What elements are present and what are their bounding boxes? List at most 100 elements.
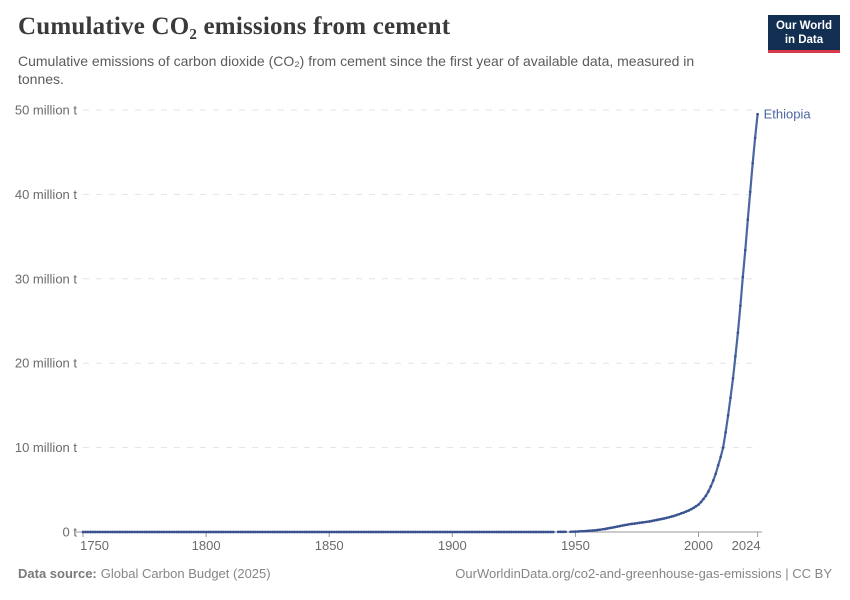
data-point-marker — [588, 529, 592, 533]
data-point-marker — [645, 520, 649, 524]
data-point-marker — [692, 506, 695, 510]
data-point-marker — [273, 530, 277, 534]
y-gridlines — [83, 109, 760, 449]
data-point-marker — [633, 522, 636, 525]
data-point-marker — [475, 530, 479, 534]
data-point-marker — [736, 331, 740, 335]
data-point-marker — [739, 304, 742, 308]
data-point-marker — [367, 530, 370, 534]
data-point-marker — [391, 530, 395, 534]
data-point-marker — [251, 530, 255, 534]
data-point-marker — [522, 530, 526, 534]
data-point-marker — [613, 525, 617, 529]
data-point-marker — [490, 530, 494, 534]
data-point-marker — [751, 161, 755, 165]
data-point-marker — [172, 530, 176, 534]
data-point-marker — [578, 529, 582, 533]
data-point-marker — [463, 530, 466, 534]
data-point-marker — [468, 530, 471, 534]
data-point-marker — [551, 530, 555, 534]
data-point-marker — [542, 530, 545, 534]
data-point-marker — [650, 519, 654, 523]
credit-link[interactable]: OurWorldinData.org/co2-and-greenhouse-ga… — [455, 566, 832, 581]
data-point-marker — [153, 530, 156, 534]
data-point-marker — [170, 530, 173, 534]
data-point-marker — [707, 490, 710, 493]
data-source: Data source: Global Carbon Budget (2025) — [18, 566, 271, 581]
data-point-marker — [455, 530, 459, 534]
data-point-marker — [603, 527, 607, 531]
data-point-marker — [487, 530, 491, 534]
data-point-marker — [335, 530, 338, 534]
data-point-marker — [423, 530, 427, 534]
data-point-marker — [655, 518, 659, 522]
data-point-marker — [485, 530, 489, 534]
data-point-marker — [591, 529, 594, 532]
data-point-marker — [241, 530, 245, 534]
data-point-marker — [480, 530, 484, 534]
data-point-marker — [219, 530, 223, 534]
data-point-marker — [197, 530, 201, 534]
data-point-marker — [288, 530, 292, 534]
data-point-marker — [135, 530, 139, 534]
data-point-marker — [332, 530, 336, 534]
data-point-marker — [118, 530, 122, 534]
data-point-marker — [313, 530, 316, 534]
data-point-marker — [315, 530, 319, 534]
data-point-marker — [418, 530, 422, 534]
data-point-marker — [667, 515, 671, 519]
data-point-marker — [574, 530, 577, 533]
data-point-marker — [350, 530, 353, 534]
data-point-marker — [709, 485, 713, 488]
x-tick-label: 1850 — [315, 538, 344, 553]
data-point-marker — [121, 530, 124, 534]
chart-subtitle: Cumulative emissions of carbon dioxide (… — [18, 53, 695, 87]
data-point-marker — [369, 530, 373, 534]
data-point-marker — [303, 530, 306, 534]
data-point-marker — [702, 497, 705, 501]
data-point-marker — [672, 514, 676, 518]
data-point-marker — [448, 530, 452, 534]
data-point-marker — [377, 530, 380, 534]
data-point-marker — [293, 530, 297, 534]
owid-logo[interactable]: Our World in Data — [767, 15, 840, 53]
data-point-marker — [98, 530, 102, 534]
data-point-marker — [155, 530, 159, 534]
data-point-marker — [229, 530, 233, 534]
data-point-marker — [113, 530, 117, 534]
data-point-marker — [416, 530, 420, 534]
data-point-marker — [505, 530, 508, 534]
data-point-marker — [478, 530, 481, 534]
data-point-marker — [746, 218, 750, 222]
data-point-marker — [438, 530, 442, 534]
data-point-marker — [384, 530, 388, 534]
entity-label-ethiopia[interactable]: Ethiopia — [764, 107, 812, 122]
data-point-marker — [642, 520, 646, 524]
data-point-marker — [401, 530, 405, 534]
data-point-marker — [214, 530, 218, 534]
data-point-marker — [714, 472, 718, 476]
data-point-marker — [458, 530, 462, 534]
data-point-marker — [226, 530, 230, 534]
data-point-marker — [630, 522, 634, 526]
data-point-marker — [581, 529, 585, 533]
data-point-marker — [734, 355, 737, 358]
data-point-marker — [470, 530, 474, 534]
data-point-marker — [431, 530, 434, 534]
x-tick-label: 2024 — [732, 538, 761, 553]
data-point-marker — [204, 530, 208, 534]
data-point-marker — [111, 530, 114, 534]
x-axis: 1750 1800 1850 1900 1950 2000 2024 — [76, 531, 762, 553]
data-point-marker — [266, 530, 270, 534]
data-point-marker — [571, 530, 575, 534]
data-point-marker — [731, 377, 735, 380]
data-point-marker — [625, 523, 629, 527]
data-point-marker — [404, 530, 407, 534]
data-point-marker — [729, 396, 732, 400]
y-tick-label: 10 million t — [15, 440, 78, 455]
data-point-marker — [662, 517, 666, 520]
data-point-marker — [133, 530, 137, 534]
data-point-marker — [716, 463, 720, 467]
data-point-marker — [608, 526, 612, 530]
